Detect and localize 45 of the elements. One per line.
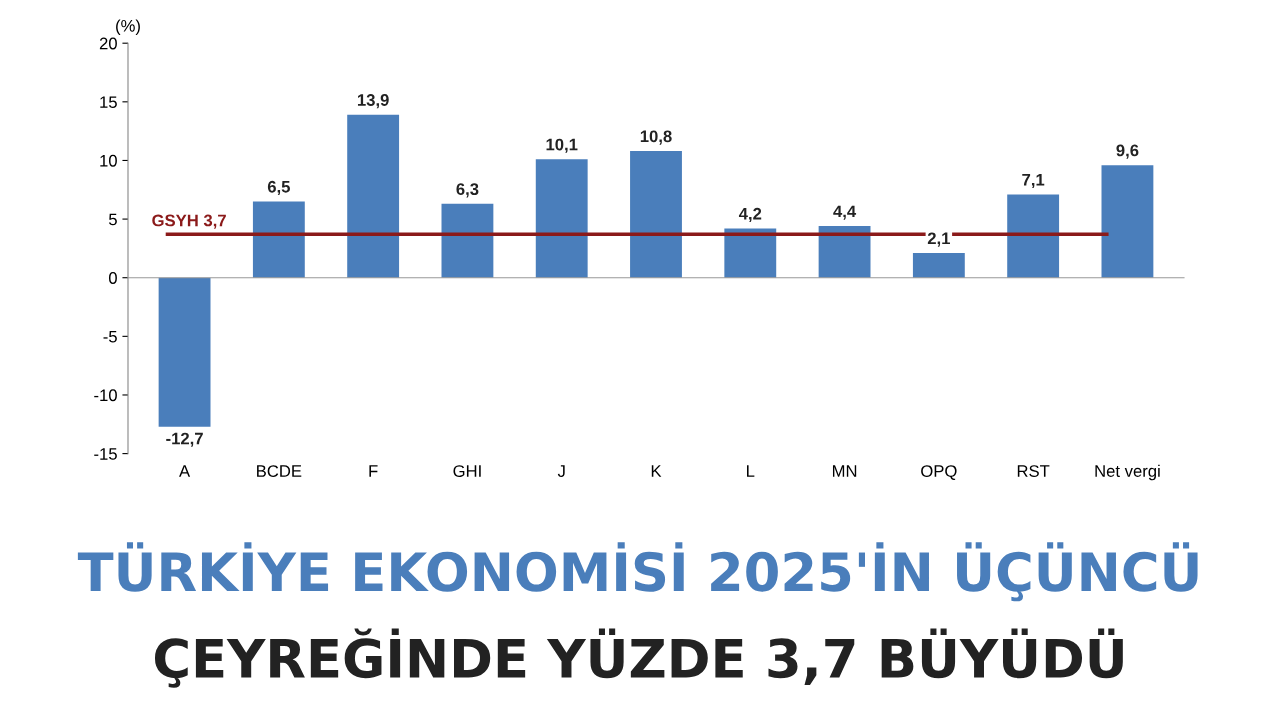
- y-tick-label: 15: [100, 96, 117, 109]
- data-label: 6,3: [456, 183, 479, 198]
- bar: [347, 114, 400, 278]
- data-label: 10,1: [546, 138, 578, 153]
- bar: [158, 277, 211, 427]
- bar: [912, 253, 965, 278]
- bar: [724, 228, 777, 278]
- bar: [1007, 194, 1060, 278]
- data-label: 2,1: [927, 232, 950, 247]
- y-tick-label: -5: [103, 330, 117, 343]
- y-axis-title: (%): [116, 19, 140, 35]
- ref-line-label: GSYH 3,7: [152, 214, 226, 229]
- x-tick-label: L: [747, 465, 755, 477]
- y-tick-label: -15: [94, 448, 117, 460]
- y-tick-label: 5: [108, 213, 117, 226]
- x-tick-label: A: [179, 465, 191, 477]
- y-tick-label: 0: [108, 272, 117, 284]
- y-tick-label: -10: [94, 389, 117, 402]
- bar: [1101, 165, 1154, 278]
- x-tick-label: RST: [1017, 465, 1050, 477]
- data-label: 4,2: [738, 207, 762, 223]
- x-tick-label: Net vergi: [1095, 464, 1160, 481]
- y-tick-label: 10: [100, 154, 117, 167]
- bar: [535, 159, 588, 278]
- bar: [441, 203, 494, 278]
- data-label: 10,8: [640, 130, 672, 145]
- data-label: 4,4: [833, 205, 857, 220]
- bar: [630, 151, 682, 278]
- bar: [252, 201, 305, 278]
- x-tick-label: K: [651, 465, 662, 477]
- y-tick-label: 20: [99, 37, 117, 50]
- x-tick-label: J: [557, 465, 565, 477]
- x-tick-label: F: [369, 465, 378, 477]
- text: ÇEYREĞİNDE YÜZDE 3,7 BÜYÜDÜ: [154, 628, 1123, 688]
- x-tick-label: GHI: [453, 465, 481, 477]
- x-tick-label: BCDE: [257, 465, 302, 477]
- x-tick-label: MN: [832, 465, 857, 477]
- data-label: -12,7: [166, 432, 203, 447]
- data-label: 9,6: [1116, 144, 1139, 159]
- data-label: 7,1: [1022, 173, 1045, 189]
- x-tick-label: OPQ: [921, 465, 957, 480]
- data-label: 6,5: [267, 180, 290, 196]
- data-label: 13,9: [357, 94, 389, 109]
- text: TÜRKİYE EKONOMİSİ 2025'İN ÜÇÜNCÜ: [77, 542, 1198, 602]
- bar: [818, 226, 871, 278]
